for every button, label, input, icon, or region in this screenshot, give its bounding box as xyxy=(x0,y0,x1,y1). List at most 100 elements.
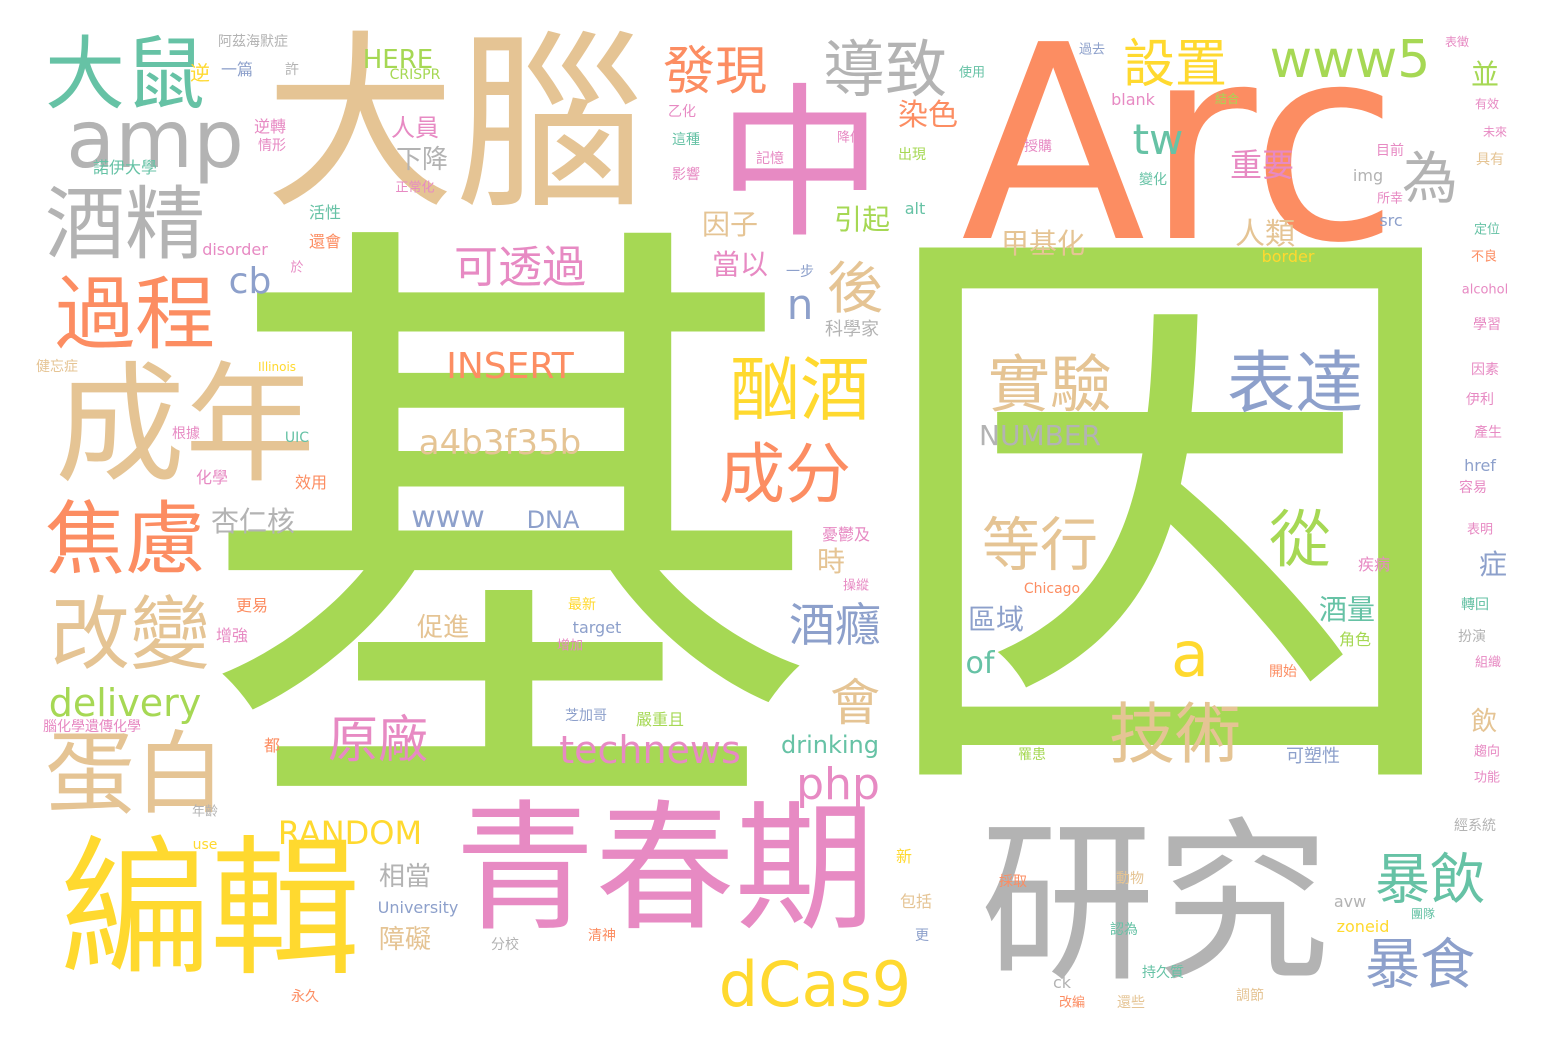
word-qingshen: 清神 xyxy=(588,928,616,944)
word-dongwu: 動物 xyxy=(1116,871,1144,887)
word-yongjiu: 永久 xyxy=(291,989,319,1005)
word-huaxue: 化學 xyxy=(195,468,229,487)
word-renlei: 人類 xyxy=(1235,217,1295,252)
word-bing: 並 xyxy=(1470,58,1500,91)
word-zengjia: 增加 xyxy=(556,638,584,654)
word-baokuo: 包括 xyxy=(899,892,933,911)
word-xingrenhe: 杏仁核 xyxy=(210,505,296,538)
word-caozong: 操縱 xyxy=(842,578,870,594)
word-dingwei: 定位 xyxy=(1473,222,1501,238)
word-gaibian: 改變 xyxy=(50,588,210,681)
word-jingxitong: 經系統 xyxy=(1454,818,1496,834)
word-nuoyi: 諾伊大學 xyxy=(92,158,158,177)
word-alzheimer: 阿茲海默症 xyxy=(218,34,288,50)
word-baoyin: 暴飲 xyxy=(1374,847,1486,912)
word-university: University xyxy=(377,898,459,917)
word-yuanchang: 原廠 xyxy=(328,711,428,769)
word-zhongyao: 重要 xyxy=(1229,146,1295,184)
word-of: of xyxy=(965,646,995,681)
word-cujin: 促進 xyxy=(416,613,470,643)
word-renyuan: 人員 xyxy=(391,114,439,142)
word-bianji: 編輯 xyxy=(59,823,361,997)
word-nizhuan: 逆轉 xyxy=(253,117,287,136)
word-jiujing: 酒精 xyxy=(45,178,205,271)
word-chijiuzhi: 持久質 xyxy=(1142,965,1184,981)
word-yinsu: 因素 xyxy=(1471,362,1499,378)
word-ranse: 染色 xyxy=(898,98,958,133)
word-border: border xyxy=(1261,247,1315,266)
word-href: href xyxy=(1464,456,1496,475)
word-jiangdi: 降低 xyxy=(836,130,864,146)
word-banyan: 扮演 xyxy=(1458,629,1486,645)
word-geng: 更 xyxy=(915,928,929,944)
word-use: use xyxy=(192,837,218,853)
word-a4b3f35b: a4b3f35b xyxy=(418,423,582,463)
word-yin: 因 xyxy=(870,170,1470,869)
word-img: img xyxy=(1352,166,1384,185)
word-kexuejia: 科學家 xyxy=(825,319,879,340)
word-shiyong: 使用 xyxy=(958,65,986,81)
word-kesuxing: 可塑性 xyxy=(1286,746,1340,767)
word-yanjiu: 研究 xyxy=(980,803,1330,1007)
word-xiajiang: 下降 xyxy=(395,145,449,175)
word-a: a xyxy=(1171,618,1209,691)
word-zhijiage: 芝加哥 xyxy=(565,708,607,724)
word-zuixin: 最新 xyxy=(568,597,596,613)
word-shi: 時 xyxy=(816,545,846,578)
word-ji: 基 xyxy=(200,179,820,900)
word-zhezhong: 這種 xyxy=(672,132,700,148)
word-blank: blank xyxy=(1111,90,1155,109)
word-uic: UIC xyxy=(284,430,310,446)
word-haixie: 還些 xyxy=(1117,995,1145,1011)
word-lihuan: 罹患 xyxy=(1018,747,1046,763)
word-xu: 許 xyxy=(285,62,299,78)
word-zhangai: 障礙 xyxy=(378,925,432,955)
word-faxian: 發現 xyxy=(662,42,768,102)
word-alt: alt xyxy=(904,199,926,218)
word-chuxian: 出現 xyxy=(898,147,926,163)
word-hui: 會 xyxy=(830,674,880,732)
word-drinking: drinking xyxy=(781,731,879,759)
word-chengnian: 成年 xyxy=(54,349,316,501)
word-illinois: Illinois xyxy=(257,360,297,374)
word-yili: 伊利 xyxy=(1466,392,1494,408)
word-arc: Arc xyxy=(960,0,1400,302)
word-tw: tw xyxy=(1132,115,1184,164)
word-random: RANDOM xyxy=(277,814,423,852)
word-target: target xyxy=(572,618,622,637)
word-n: n xyxy=(786,280,814,329)
word-muqian: 目前 xyxy=(1376,143,1404,159)
word-jiyi: 記憶 xyxy=(756,151,784,167)
word-wei: 為 xyxy=(1402,147,1458,212)
word-zoneid: zoneid xyxy=(1336,917,1390,936)
word-zheng: 症 xyxy=(1478,548,1508,581)
word-dcas9: dCas9 xyxy=(718,948,912,1021)
word-yin: 飲 xyxy=(1470,707,1498,737)
word-genju: 根據 xyxy=(172,426,200,442)
word-tiaojie: 調節 xyxy=(1236,988,1264,1004)
word-yibu: 一步 xyxy=(786,264,814,280)
word-here: HERE xyxy=(362,45,434,75)
word-zengqiang: 增強 xyxy=(215,626,249,645)
word-guoqu: 過去 xyxy=(1078,42,1106,58)
word-kaishi: 開始 xyxy=(1269,664,1297,680)
word-xiaoyong: 效用 xyxy=(294,473,328,492)
word-shiyan: 實驗 xyxy=(987,348,1113,421)
word-chengfen: 成分 xyxy=(719,436,851,513)
word-xiangdang: 相當 xyxy=(378,862,432,892)
word-gaibian2: 改編 xyxy=(1058,995,1086,1011)
word-youyuji: 憂鬱及 xyxy=(821,525,871,544)
word-biaoming: 表明 xyxy=(1466,522,1494,538)
word-yinqi: 引起 xyxy=(833,203,891,236)
word-yipian: 一篇 xyxy=(220,60,254,79)
word-dashu: 大鼠 xyxy=(45,28,205,121)
word-guocheng: 過程 xyxy=(55,268,215,361)
word-insert: INSERT xyxy=(446,346,574,387)
word-alcohol: alcohol xyxy=(1461,282,1509,298)
word-daozhi: 導致 xyxy=(822,33,948,106)
word-caiqu: 採取 xyxy=(999,874,1027,890)
word-crispr: CRISPR xyxy=(389,67,441,83)
word-php: php xyxy=(796,759,880,810)
word-hou: 後 xyxy=(827,257,883,322)
